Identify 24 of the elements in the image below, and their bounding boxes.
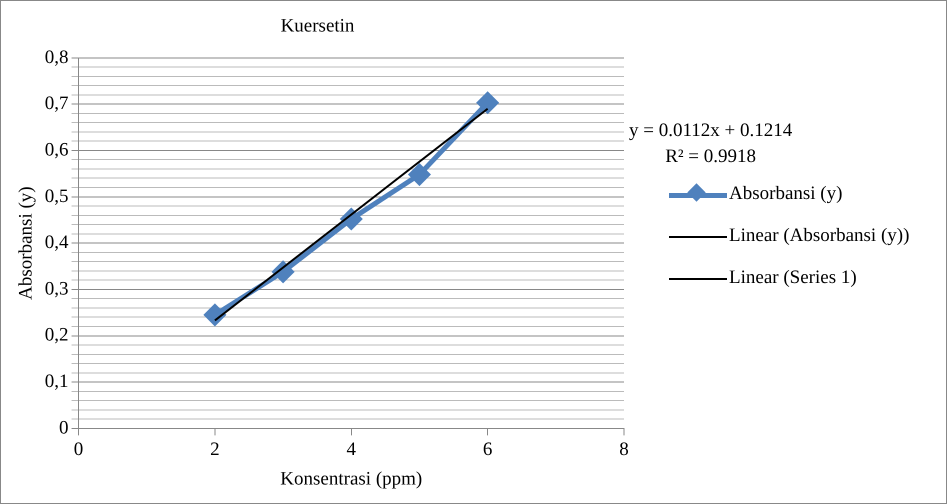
y-tick-label: 0,5 xyxy=(44,186,69,207)
y-tick-label: 0,6 xyxy=(44,139,69,160)
text: y = 0.0112x + 0.1214 xyxy=(629,119,792,143)
point xyxy=(408,164,430,186)
y-tick-label: 0,3 xyxy=(44,278,69,300)
x-tick-label: 2 xyxy=(210,438,220,460)
x-axis-title: Konsentrasi (ppm) xyxy=(280,468,422,490)
y-tick-label: 0,7 xyxy=(44,93,69,114)
legend-label: Linear (Series 1) xyxy=(729,266,857,290)
y-tick-label: 0,4 xyxy=(44,232,70,254)
chart-title: Kuersetin xyxy=(280,15,355,36)
y-tick-label: 0,1 xyxy=(44,371,69,392)
legend-label: Linear (Absorbansi (y)) xyxy=(729,224,910,248)
y-tick-label: 0 xyxy=(59,417,69,438)
x-tick-label: 6 xyxy=(482,438,492,460)
y-axis-title: Absorbansi (y) xyxy=(15,186,36,300)
text: R² = 0.9918 xyxy=(664,145,758,169)
y-tick-label: 0,8 xyxy=(44,46,69,68)
x-tick-label: 8 xyxy=(619,438,629,460)
point xyxy=(477,92,498,114)
x-tick-label: 4 xyxy=(346,438,357,460)
y-tick-label: 0,2 xyxy=(44,324,69,346)
x-tick-label: 0 xyxy=(74,438,84,460)
legend-label: Absorbansi (y) xyxy=(729,182,842,206)
